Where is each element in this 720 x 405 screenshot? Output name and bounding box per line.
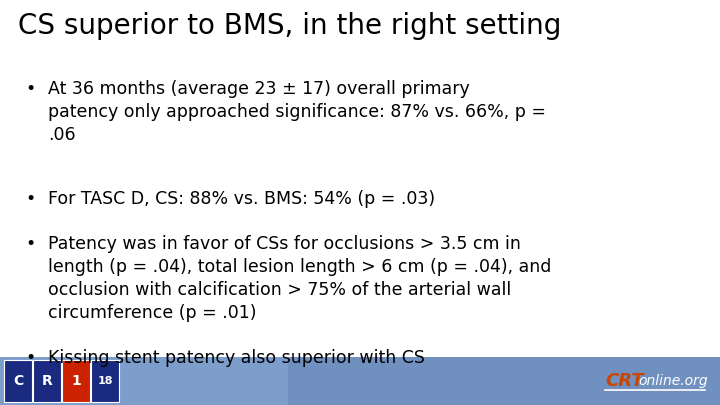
Text: C: C bbox=[13, 374, 23, 388]
Text: CRT: CRT bbox=[605, 372, 644, 390]
Text: •: • bbox=[25, 80, 35, 98]
Bar bbox=[0, 357, 720, 405]
Text: At 36 months (average 23 ± 17) overall primary
patency only approached significa: At 36 months (average 23 ± 17) overall p… bbox=[48, 80, 546, 144]
Text: 18: 18 bbox=[97, 376, 113, 386]
Text: Patency was in favor of CSs for occlusions > 3.5 cm in
length (p = .04), total l: Patency was in favor of CSs for occlusio… bbox=[48, 235, 552, 322]
Text: online.org: online.org bbox=[638, 374, 708, 388]
Text: •: • bbox=[25, 235, 35, 253]
Bar bbox=[62, 360, 90, 402]
Bar bbox=[0, 357, 288, 405]
Bar bbox=[91, 360, 119, 402]
Bar bbox=[4, 360, 32, 402]
Text: •: • bbox=[25, 349, 35, 367]
Text: •: • bbox=[25, 190, 35, 208]
Text: 1: 1 bbox=[71, 374, 81, 388]
Text: R: R bbox=[42, 374, 53, 388]
Text: CS superior to BMS, in the right setting: CS superior to BMS, in the right setting bbox=[18, 12, 562, 40]
Text: Kissing stent patency also superior with CS: Kissing stent patency also superior with… bbox=[48, 349, 425, 367]
Text: For TASC D, CS: 88% vs. BMS: 54% (p = .03): For TASC D, CS: 88% vs. BMS: 54% (p = .0… bbox=[48, 190, 435, 208]
Bar bbox=[33, 360, 61, 402]
